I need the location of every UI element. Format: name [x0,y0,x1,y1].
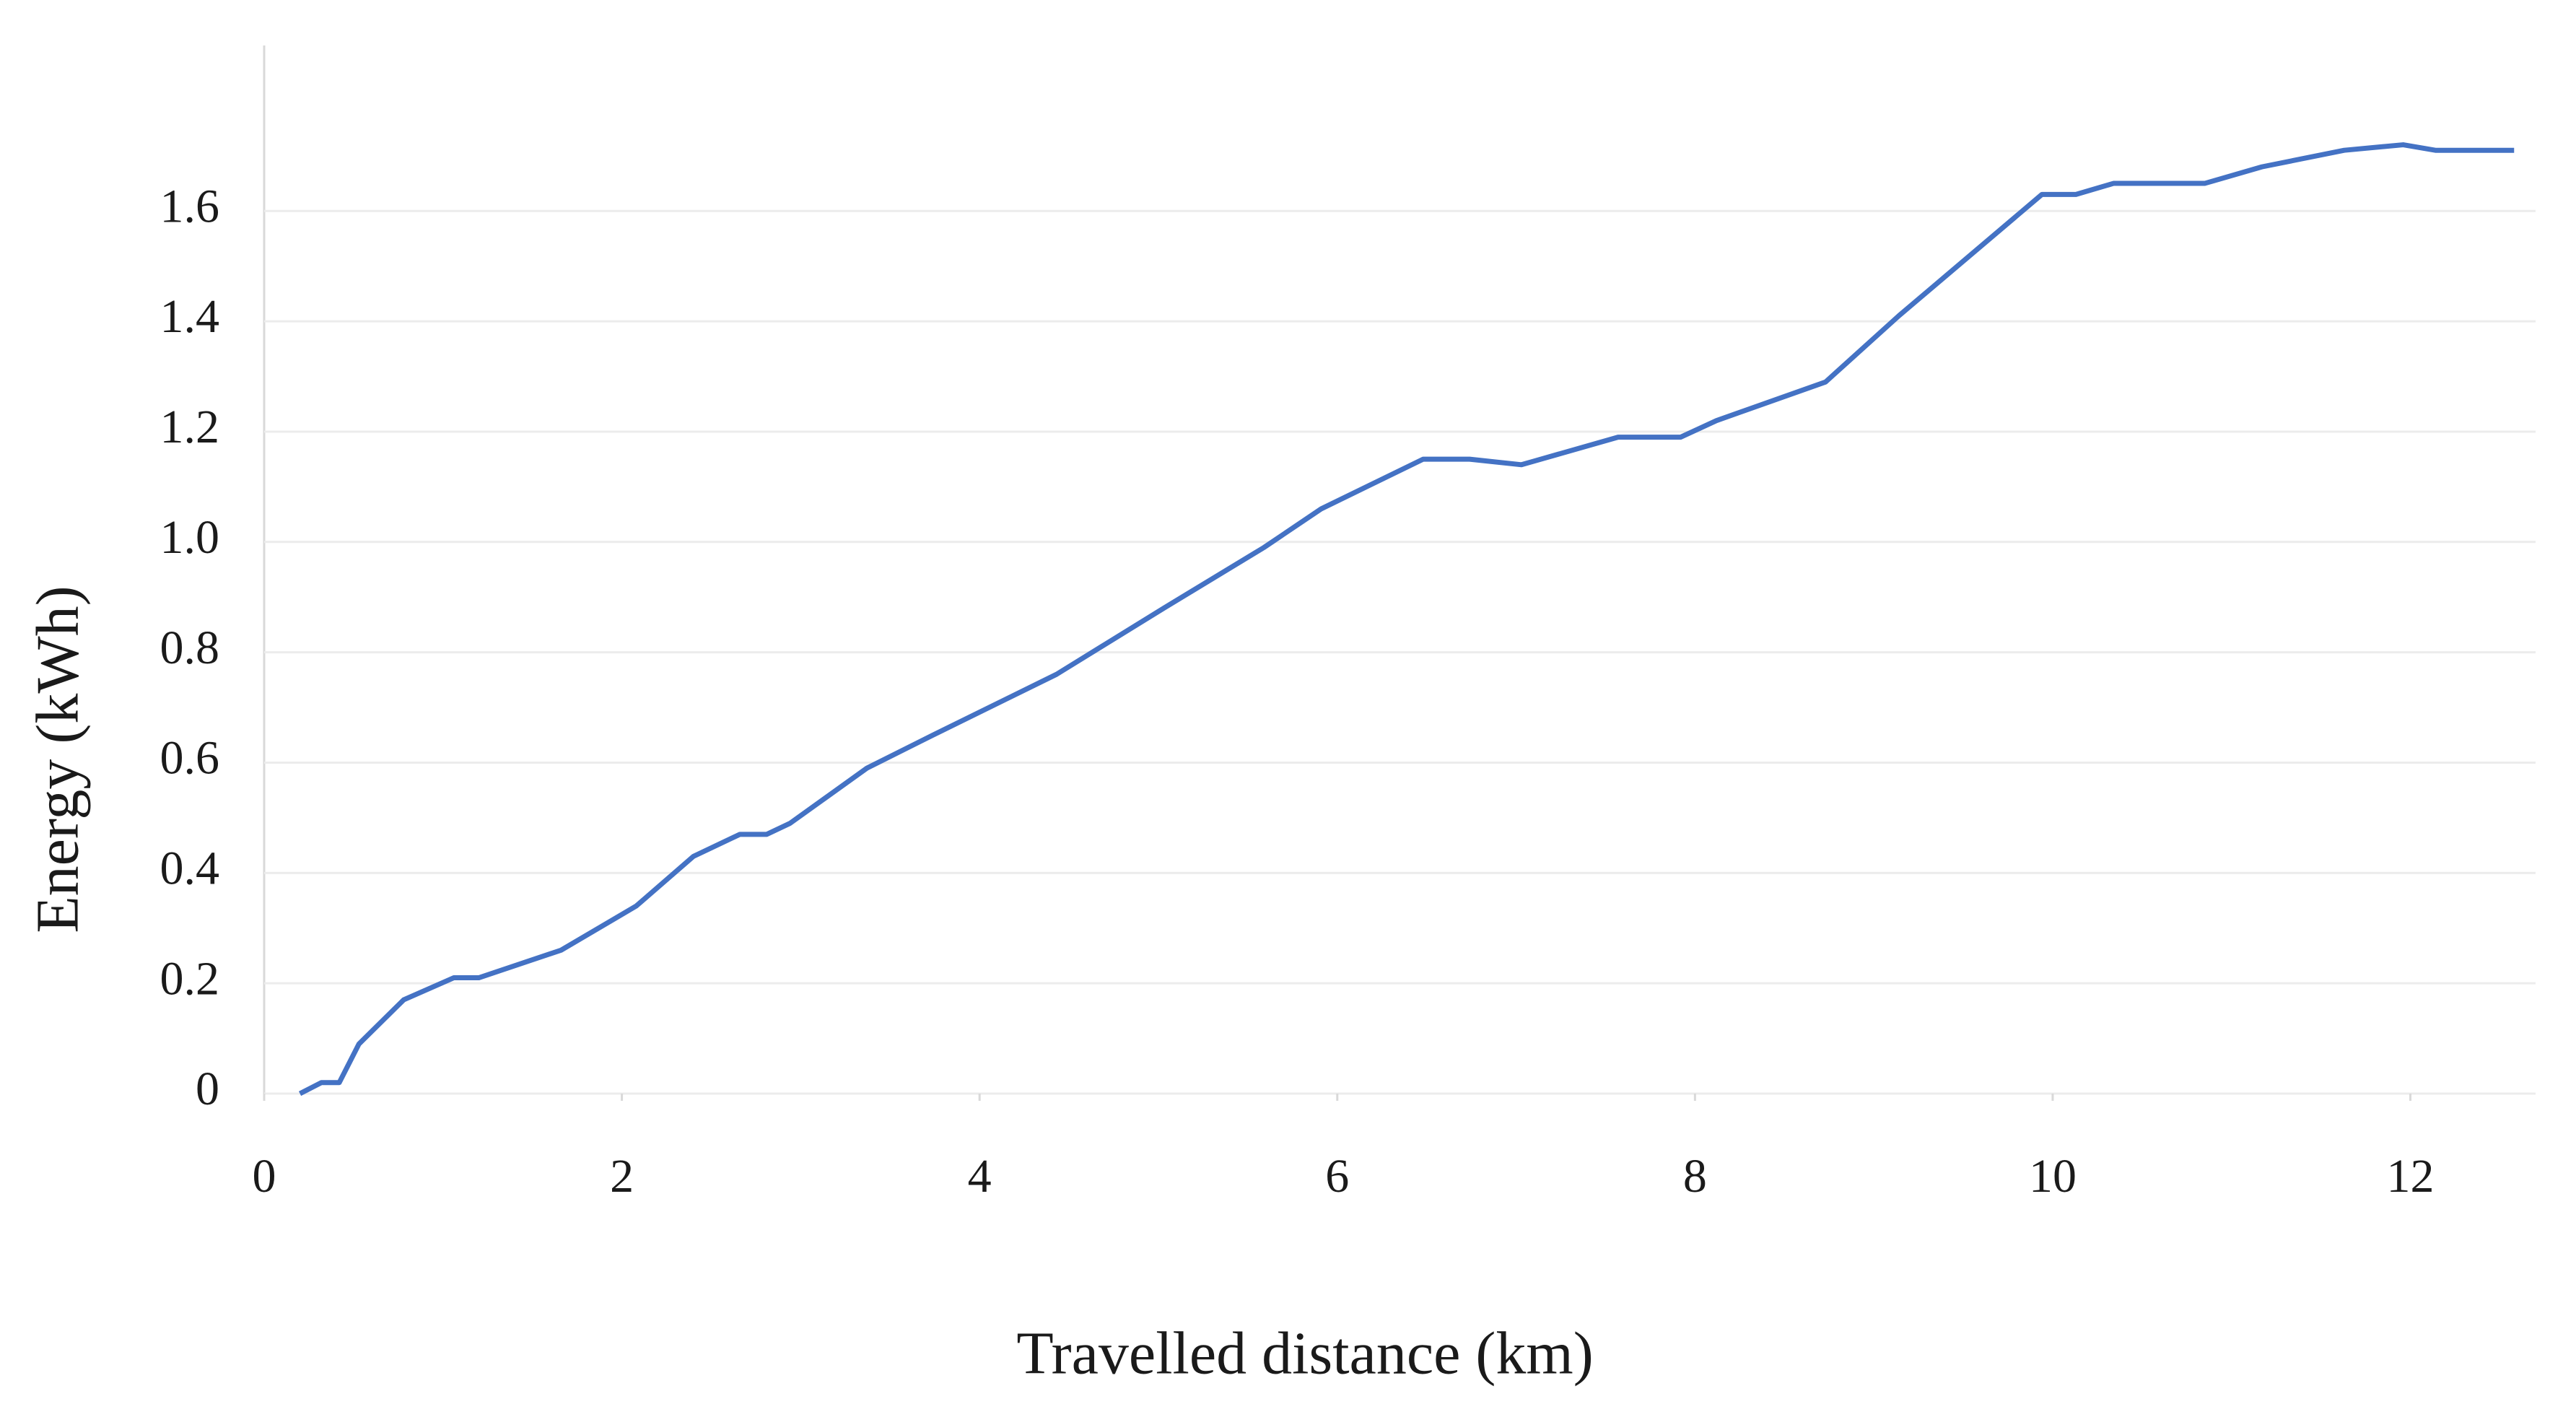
y-tick-label: 1.0 [160,511,220,564]
data-line [298,142,2515,1096]
x-tick-label: 8 [1683,1150,1707,1203]
x-tick-label: 4 [968,1150,992,1203]
y-tick-label: 0 [196,1063,219,1115]
x-tick-label: 2 [610,1150,634,1203]
y-axis-title: Energy (kWh) [24,585,91,933]
y-tick-label: 0.2 [160,952,220,1005]
x-tick-label: 12 [2387,1150,2435,1203]
y-tick-label: 0.4 [160,842,220,894]
y-tick-label: 1.6 [160,180,220,232]
y-tick-label: 0.8 [160,622,220,674]
y-tick-label: 1.4 [160,290,220,343]
y-tick-label: 1.2 [160,401,220,453]
x-tick-label: 10 [2029,1150,2077,1203]
x-tick-label: 6 [1325,1150,1349,1203]
x-axis-title: Travelled distance (km) [1016,1320,1593,1387]
y-tick-label: 0.6 [160,732,220,785]
x-tick-label: 0 [253,1150,276,1203]
